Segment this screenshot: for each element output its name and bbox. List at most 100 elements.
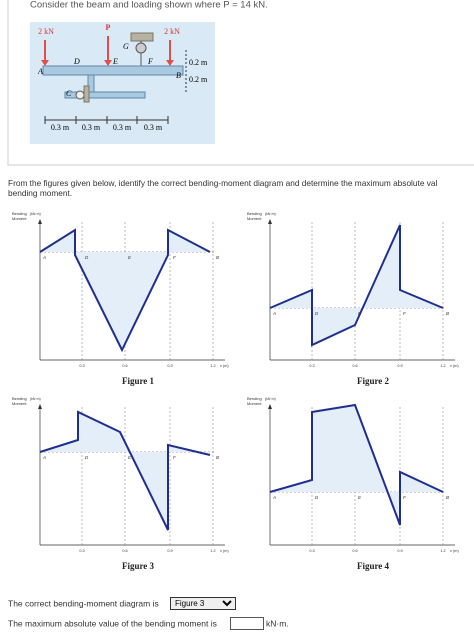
figure-caption: Figure 2 (357, 376, 390, 386)
x-tick-label: 0.6 (352, 549, 357, 553)
axis-unit: (kN·m) (265, 212, 276, 216)
axis-title: Bending (12, 211, 27, 216)
axis-title: Moment (247, 401, 262, 406)
load-label: 2 kN (164, 27, 180, 36)
x-tick-label: 0.6 (122, 364, 127, 368)
x-tick-label: 1.2 (210, 549, 215, 553)
point-label: A (42, 455, 46, 460)
axis-arrow (38, 219, 42, 224)
figure-caption: Figure 1 (122, 376, 155, 386)
prompt: The correct bending-moment diagram is (8, 598, 159, 608)
x-tick-label: 0.9 (167, 364, 172, 368)
moment-curve (269, 403, 444, 526)
x-axis-label: x (m) (220, 364, 229, 368)
point-label: B (216, 255, 219, 260)
wall-c (83, 85, 90, 103)
figure-bg (30, 22, 215, 144)
x-axis-label: x (m) (450, 549, 459, 553)
point-label: B (446, 311, 449, 316)
height-label: 0.2 m (189, 75, 208, 84)
instruction: bending moment. (8, 188, 72, 198)
diagram-area (40, 230, 210, 350)
point-label: A (272, 311, 276, 316)
problem-text: Consider the beam and loading shown wher… (30, 0, 268, 11)
x-tick-label: 0.6 (122, 549, 127, 553)
point-label: D (73, 57, 80, 66)
diagram-select[interactable]: Figure 3 (170, 597, 236, 610)
arrowhead (166, 60, 174, 66)
x-tick-label: 1.2 (440, 364, 445, 368)
point-label: D (315, 495, 319, 500)
axis-title: Bending (12, 396, 27, 401)
span-label: 0.3 m (51, 123, 70, 132)
moment-input[interactable] (230, 617, 264, 630)
axis-arrow (268, 219, 272, 224)
axis-title: Moment (247, 216, 262, 221)
axis-arrow (38, 404, 42, 409)
figure-caption: Figure 4 (357, 561, 390, 571)
point-label: D (315, 311, 319, 316)
axis-title: Moment (12, 401, 27, 406)
beam-figure: 2 kN P 2 kN A B C D E F G 0.2 m 0.2 m 0.… (30, 22, 215, 144)
x-tick-label: 0.3 (309, 549, 314, 553)
beam (42, 65, 184, 76)
axis-title: Bending (247, 396, 262, 401)
bm-diagram: Bending (kN·m)Moment A D E F B 0.3 0.6 0.9 1.2 x (m… (12, 211, 229, 386)
load-label: P (106, 23, 111, 32)
point-label: E (358, 495, 362, 500)
span-label: 0.3 m (144, 123, 163, 132)
roller-c (75, 90, 85, 100)
support-g (130, 32, 154, 42)
pulley (135, 42, 147, 54)
point-label: F (173, 255, 176, 260)
diagram-area (270, 225, 443, 345)
moment-curve (39, 228, 211, 353)
instruction: From the figures given below, identify t… (8, 178, 438, 188)
point-label: B (176, 71, 181, 80)
height-label: 0.2 m (189, 58, 208, 67)
point-label: B (216, 455, 219, 460)
point-label: E (112, 57, 118, 66)
point-label: G (123, 42, 129, 51)
axis-arrow (268, 404, 272, 409)
problem-box (7, 0, 474, 166)
point-label: A (272, 495, 276, 500)
load-label: 2 kN (38, 27, 54, 36)
x-tick-label: 0.9 (397, 364, 402, 368)
prompt: The maximum absolute value of the bendin… (8, 618, 217, 628)
axis-title: Bending (247, 211, 262, 216)
lower-bar (64, 91, 146, 99)
moment-curve (269, 224, 444, 347)
x-tick-label: 1.2 (440, 549, 445, 553)
span-label: 0.3 m (82, 123, 101, 132)
axis-unit: (kN·m) (30, 397, 41, 401)
point-label: A (42, 255, 46, 260)
point-label: F (173, 455, 176, 460)
x-tick-label: 0.3 (79, 549, 84, 553)
unit: kN·m. (266, 618, 289, 628)
axis-unit: (kN·m) (265, 397, 276, 401)
x-tick-label: 0.9 (167, 549, 172, 553)
point-label: E (358, 311, 362, 316)
x-tick-label: 0.9 (397, 549, 402, 553)
x-axis-label: x (m) (220, 549, 229, 553)
point-label: F (403, 311, 406, 316)
span-dimension (44, 116, 169, 124)
bm-diagram: Bending (kN·m)Moment A D E F B 0.3 0.6 0.9 1.2 x (m… (247, 396, 459, 571)
point-label: D (85, 255, 89, 260)
point-label: D (85, 455, 89, 460)
arrowhead (104, 60, 112, 66)
point-label: A (37, 67, 43, 76)
axis-unit: (kN·m) (30, 212, 41, 216)
arrowhead (41, 60, 49, 66)
bm-diagram: Bending (kN·m)Moment A D E F B 0.3 0.6 0.9 1.2 x (m… (12, 396, 229, 571)
bm-diagram: Bending (kN·m)Moment A D E F B 0.3 0.6 0.9 1.2 x (m… (247, 211, 459, 386)
moment-curve (39, 410, 211, 531)
x-tick-label: 1.2 (210, 364, 215, 368)
span-label: 0.3 m (113, 123, 132, 132)
point-label: E (128, 455, 132, 460)
axis-title: Moment (12, 216, 27, 221)
